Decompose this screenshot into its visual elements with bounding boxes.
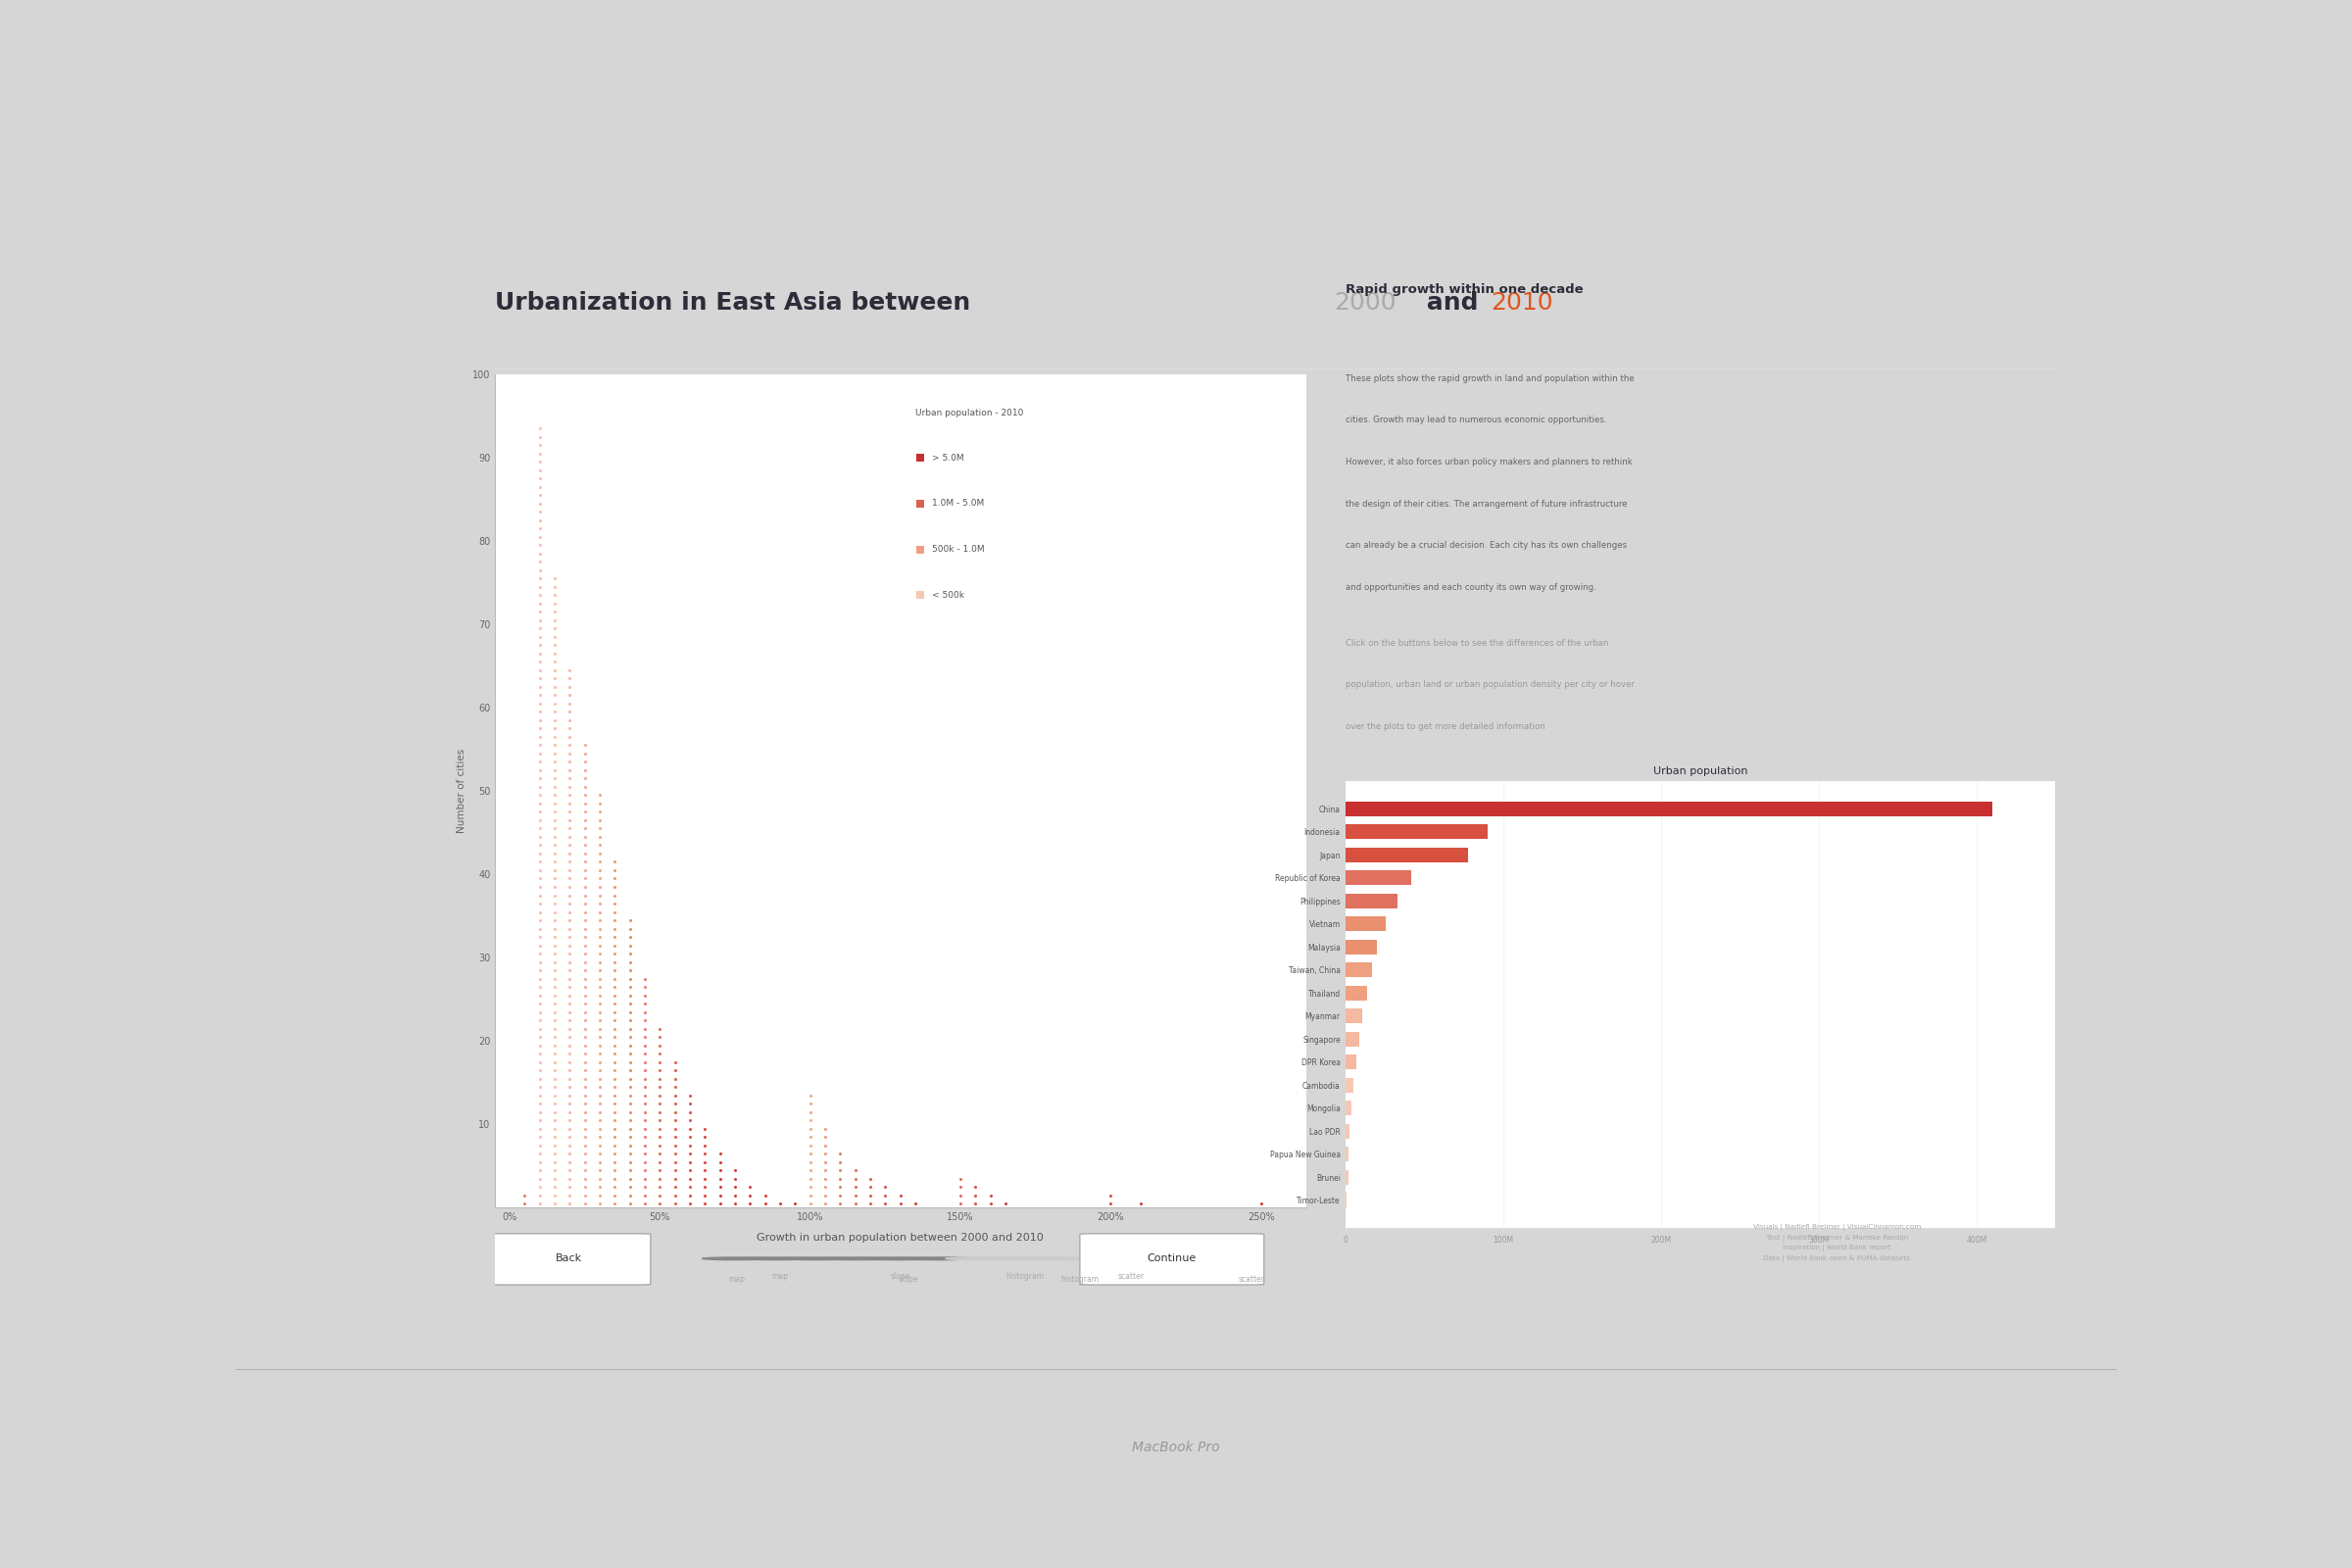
Text: cities. Growth may lead to numerous economic opportunities.: cities. Growth may lead to numerous econ… [1345,416,1606,425]
Circle shape [906,1258,974,1261]
Bar [1345,847,1468,862]
Text: can already be a crucial decision. Each city has its own challenges: can already be a crucial decision. Each … [1345,541,1628,550]
Circle shape [866,1258,934,1261]
Circle shape [985,1258,1054,1261]
Text: and: and [1418,292,1486,315]
Text: and opportunities and each county its own way of growing.: and opportunities and each county its ow… [1345,583,1595,591]
Text: slope: slope [898,1275,917,1284]
X-axis label: Growth in urban population between 2000 and 2010: Growth in urban population between 2000 … [757,1232,1044,1242]
Bar [1345,1077,1352,1093]
Bar [1345,825,1486,839]
Text: map: map [729,1275,746,1284]
Text: MacBook Pro: MacBook Pro [1131,1441,1221,1454]
Bar [1345,1170,1348,1185]
Bar [1345,1032,1359,1046]
Circle shape [1028,1258,1096,1261]
Circle shape [703,1258,771,1261]
Text: 500k - 1.0M: 500k - 1.0M [931,546,985,554]
Text: 2000: 2000 [1334,292,1397,315]
Text: Rapid growth within one decade: Rapid growth within one decade [1345,282,1583,296]
Text: population, urban land or urban population density per city or hover: population, urban land or urban populati… [1345,681,1635,688]
Text: Urban population - 2010: Urban population - 2010 [915,409,1023,419]
Text: scatter: scatter [1117,1272,1143,1281]
Text: 1.0M - 5.0M: 1.0M - 5.0M [931,499,983,508]
Text: over the plots to get more detailed information: over the plots to get more detailed info… [1345,721,1545,731]
Circle shape [743,1258,811,1261]
Circle shape [783,1258,851,1261]
Text: However, it also forces urban policy makers and planners to rethink: However, it also forces urban policy mak… [1345,458,1632,467]
Text: the design of their cities. The arrangement of future infrastructure: the design of their cities. The arrangem… [1345,499,1628,508]
Text: histogram: histogram [1007,1272,1044,1281]
Text: Continue: Continue [1148,1254,1197,1264]
Bar [1345,1124,1350,1138]
Text: map: map [771,1272,788,1281]
Text: Urbanization in East Asia between: Urbanization in East Asia between [494,292,978,315]
Bar [1345,986,1367,1000]
Text: Visuals | Nadiefi Breimer | VisualCinnamon.com
Text | Nadiefi Breimer & Marieke : Visuals | Nadiefi Breimer | VisualCinnam… [1752,1225,1922,1262]
Bar [1345,1008,1362,1024]
Text: < 500k: < 500k [931,591,964,599]
Bar [1345,870,1411,886]
Circle shape [823,1258,891,1261]
Text: histogram: histogram [1061,1275,1098,1284]
Bar [1345,939,1376,955]
Bar [1345,1055,1357,1069]
Title: Urban population: Urban population [1653,767,1748,776]
FancyBboxPatch shape [487,1234,652,1284]
Text: Back: Back [555,1254,581,1264]
Bar [1345,801,1992,817]
Bar [1345,1101,1352,1116]
Y-axis label: Number of cities: Number of cities [456,750,468,833]
Bar [1345,963,1371,977]
FancyBboxPatch shape [1080,1234,1263,1284]
Text: scatter: scatter [1237,1275,1265,1284]
Text: > 5.0M: > 5.0M [931,453,964,463]
Circle shape [946,1258,1014,1261]
Bar [1345,894,1397,908]
Text: These plots show the rapid growth in land and population within the: These plots show the rapid growth in lan… [1345,375,1635,383]
Text: slope: slope [891,1272,910,1281]
Bar [1345,1146,1348,1162]
Text: 2010: 2010 [1491,292,1552,315]
Bar [1345,916,1385,931]
Text: Click on the buttons below to see the differences of the urban: Click on the buttons below to see the di… [1345,638,1609,648]
